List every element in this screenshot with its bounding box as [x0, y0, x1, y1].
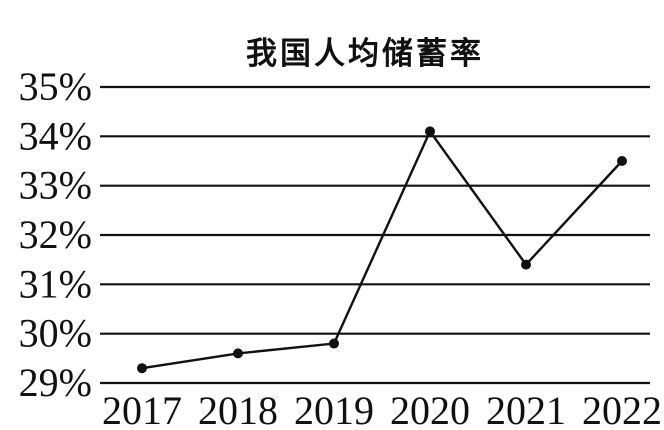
y-tick-label: 29%: [19, 360, 92, 405]
y-tick-label: 31%: [19, 261, 92, 306]
data-point: [617, 156, 627, 166]
data-point: [425, 126, 435, 137]
y-gridlines: [100, 85, 650, 385]
x-tick-label: 2021: [486, 388, 566, 430]
y-tick-label: 35%: [19, 64, 92, 109]
data-point: [137, 363, 147, 374]
x-axis-tick-labels: 2017 2018 2019 2020 2021 2022: [102, 388, 662, 430]
y-tick-label: 34%: [19, 113, 92, 158]
data-point: [521, 259, 531, 270]
chart-title: 我国人均储蓄率: [246, 36, 484, 72]
y-tick-label: 32%: [19, 212, 92, 257]
x-tick-label: 2022: [582, 388, 662, 430]
x-tick-label: 2018: [198, 388, 278, 430]
x-tick-label: 2020: [390, 388, 470, 430]
savings-rate-series: [137, 126, 627, 374]
y-tick-label: 33%: [19, 163, 92, 208]
y-axis-tick-labels: 35%34% 33%32%31% 30%29%: [19, 64, 92, 405]
series-line: [141, 129, 623, 370]
data-point: [233, 348, 243, 359]
x-tick-label: 2017: [102, 388, 182, 430]
y-tick-label: 30%: [19, 311, 92, 356]
data-point: [329, 338, 339, 349]
x-tick-label: 2019: [294, 388, 374, 430]
